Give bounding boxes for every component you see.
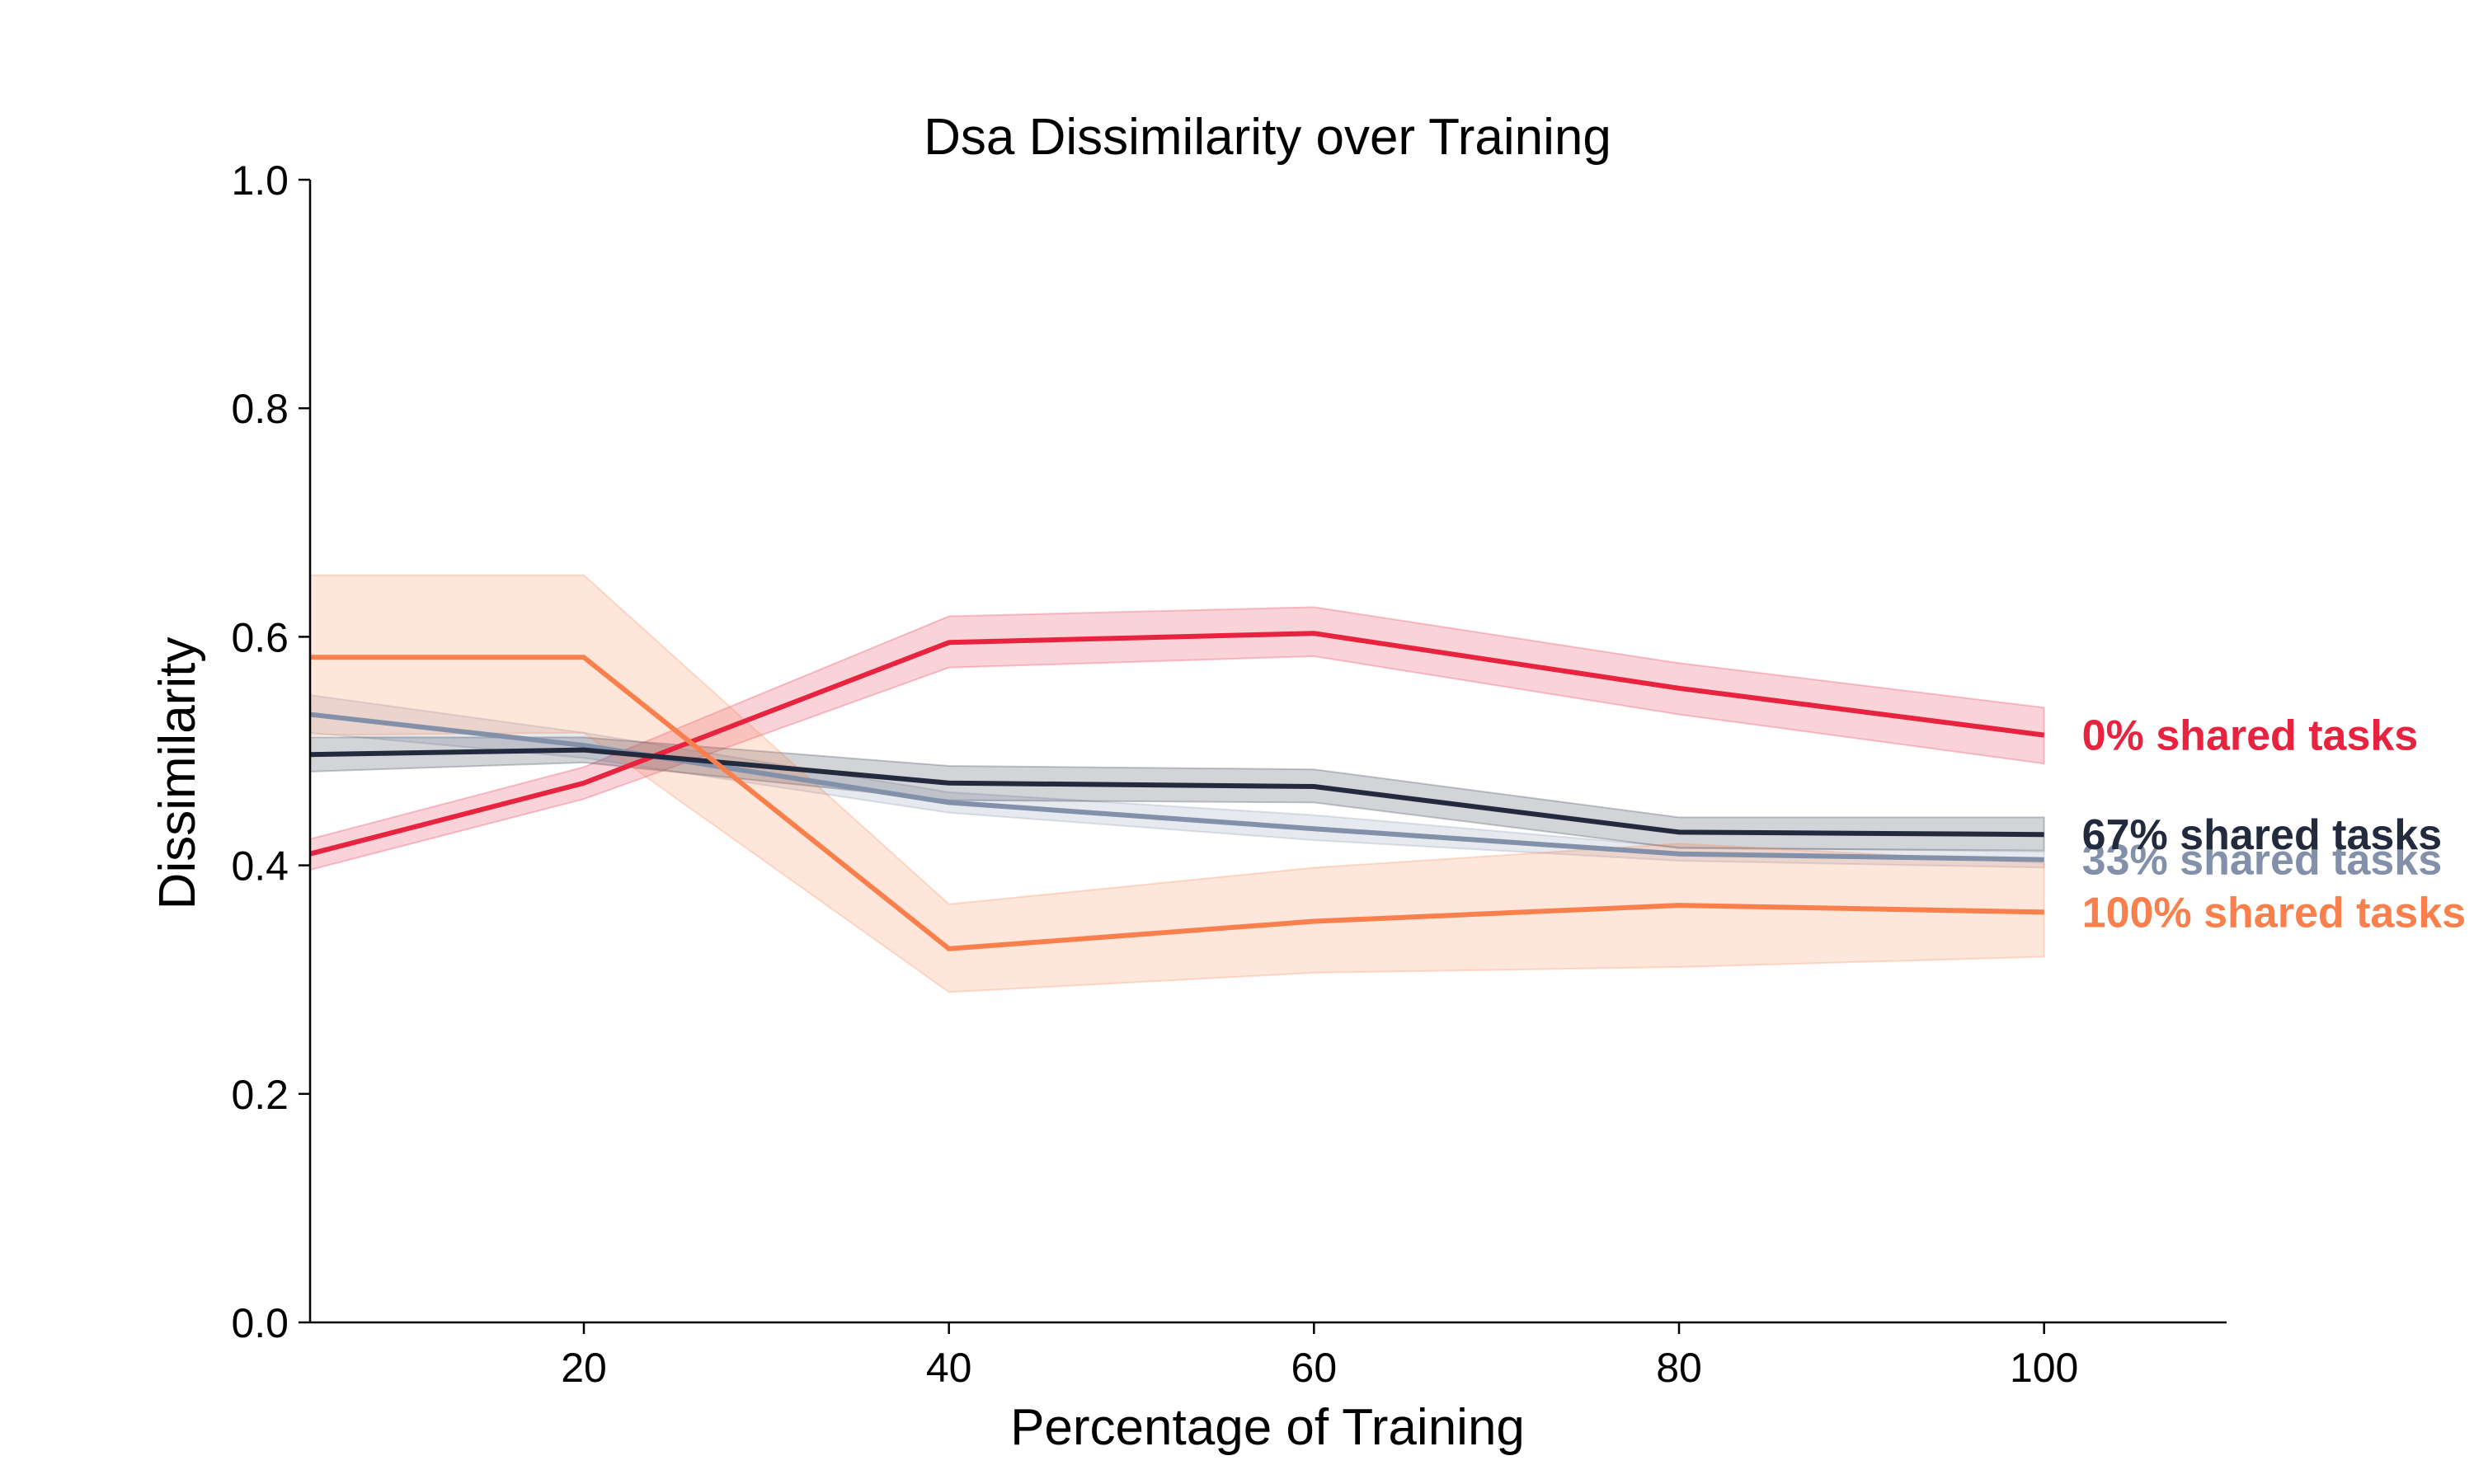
x-tick-label: 20 [561, 1345, 607, 1391]
y-tick-label: 0.8 [231, 386, 289, 432]
line-67pct-shared-tasks [309, 747, 2044, 838]
x-tick-label: 80 [1656, 1345, 1702, 1391]
x-tick-label: 60 [1291, 1345, 1338, 1391]
axes: 0.0 0.2 0.4 0.6 0.8 1.0 20 40 60 80 100 [231, 157, 2227, 1391]
series-label-0pct-shared-tasks: 0% shared tasks [2082, 712, 2419, 760]
y-tick-label: 0.2 [231, 1072, 289, 1118]
series-label-100pct-shared-tasks: 100% shared tasks [2082, 889, 2466, 937]
line-100pct-shared-tasks [310, 655, 2044, 951]
band-100pct-shared-tasks [309, 574, 2045, 993]
chart-title: Dsa Dissimilarity over Training [924, 109, 1611, 166]
y-axis-label: Dissimilarity [149, 637, 206, 910]
y-tick-label: 1.0 [231, 157, 289, 204]
series-label-67pct-shared-tasks: 67% shared tasks [2082, 811, 2443, 859]
band-33pct-shared-tasks [309, 693, 2045, 869]
x-tick-label: 40 [926, 1345, 972, 1391]
series-label-33pct-shared-tasks: 33% shared tasks [2082, 837, 2443, 885]
x-tick-label: 100 [2010, 1345, 2078, 1391]
line-0pct-shared-tasks [309, 631, 2045, 857]
band-0pct-shared-tasks [309, 606, 2045, 871]
y-tick-label: 0.6 [231, 614, 289, 660]
y-tick-label: 0.4 [231, 843, 289, 890]
line-33pct-shared-tasks [309, 711, 2044, 862]
series-lines [309, 631, 2045, 951]
x-axis-label: Percentage of Training [1010, 1399, 1525, 1456]
y-tick-label: 0.0 [231, 1300, 289, 1346]
